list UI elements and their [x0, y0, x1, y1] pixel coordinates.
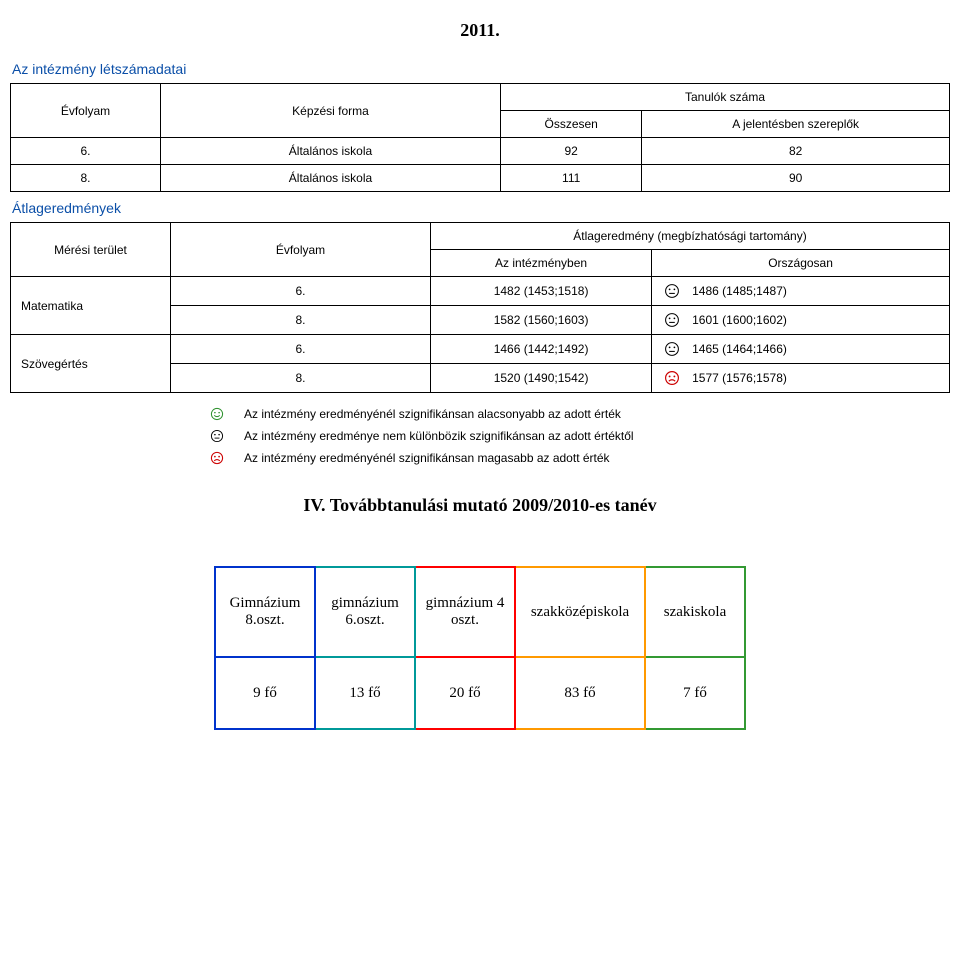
cell-inst: 1466 (1442;1492)	[431, 335, 652, 364]
legend: Az intézmény eredményénél szignifikánsan…	[10, 407, 950, 465]
cell-national-text: 1465 (1464;1466)	[692, 342, 787, 356]
cell-total: 92	[501, 138, 642, 165]
legend-text: Az intézmény eredményénél szignifikánsan…	[244, 407, 621, 421]
th-in-report: A jelentésben szereplők	[642, 111, 950, 138]
table-row: 6. Általános iskola 92 82	[11, 138, 950, 165]
legend-row-sad: Az intézmény eredményénél szignifikánsan…	[210, 451, 950, 465]
avg-section-label: Átlageredmények	[12, 200, 950, 216]
cell-in-report: 90	[642, 165, 950, 192]
cell-in-report: 82	[642, 138, 950, 165]
happy-face-icon	[210, 407, 224, 421]
col-value: 9 fő	[215, 657, 315, 729]
th-area: Mérési terület	[11, 223, 171, 277]
headcount-table: Évfolyam Képzési forma Tanulók száma Öss…	[10, 83, 950, 192]
col-value: 13 fő	[315, 657, 415, 729]
table-row: 8. Általános iskola 111 90	[11, 165, 950, 192]
continuation-table: Gimnázium 8.oszt. gimnázium 6.oszt. gimn…	[214, 566, 746, 730]
col-header: gimnázium 4 oszt.	[415, 567, 515, 657]
cell-form: Általános iskola	[161, 138, 501, 165]
table-row: Szövegértés 6. 1466 (1442;1492) 1465 (14…	[11, 335, 950, 364]
cell-grade: 8.	[171, 306, 431, 335]
cell-area: Matematika	[11, 277, 171, 335]
col-header: gimnázium 6.oszt.	[315, 567, 415, 657]
col-header: szakközépiskola	[515, 567, 645, 657]
col-value: 83 fő	[515, 657, 645, 729]
neutral-face-icon	[210, 429, 224, 443]
sad-face-icon	[210, 451, 224, 465]
th-grade2: Évfolyam	[171, 223, 431, 277]
cell-grade: 8.	[11, 165, 161, 192]
sad-face-icon	[664, 370, 680, 386]
cell-grade: 6.	[11, 138, 161, 165]
legend-row-happy: Az intézmény eredményénél szignifikánsan…	[210, 407, 950, 421]
cell-national-text: 1601 (1600;1602)	[692, 313, 787, 327]
legend-text: Az intézmény eredményénél szignifikánsan…	[244, 451, 610, 465]
col-header: szakiskola	[645, 567, 745, 657]
col-value: 20 fő	[415, 657, 515, 729]
avg-table: Mérési terület Évfolyam Átlageredmény (m…	[10, 222, 950, 393]
neutral-face-icon	[664, 341, 680, 357]
th-total: Összesen	[501, 111, 642, 138]
th-national: Országosan	[652, 250, 950, 277]
cell-total: 111	[501, 165, 642, 192]
table-row: Gimnázium 8.oszt. gimnázium 6.oszt. gimn…	[215, 567, 745, 657]
cell-inst: 1520 (1490;1542)	[431, 364, 652, 393]
cell-grade: 8.	[171, 364, 431, 393]
table-row: 9 fő 13 fő 20 fő 83 fő 7 fő	[215, 657, 745, 729]
cell-national: 1486 (1485;1487)	[652, 277, 950, 306]
cell-national: 1465 (1464;1466)	[652, 335, 950, 364]
continuation-title: IV. Továbbtanulási mutató 2009/2010-es t…	[10, 495, 950, 516]
neutral-face-icon	[664, 312, 680, 328]
col-header: Gimnázium 8.oszt.	[215, 567, 315, 657]
th-inst: Az intézményben	[431, 250, 652, 277]
cell-national-text: 1577 (1576;1578)	[692, 371, 787, 385]
cell-grade: 6.	[171, 335, 431, 364]
th-avg-range: Átlageredmény (megbízhatósági tartomány)	[431, 223, 950, 250]
cell-national: 1601 (1600;1602)	[652, 306, 950, 335]
cell-national-text: 1486 (1485;1487)	[692, 284, 787, 298]
th-students: Tanulók száma	[501, 84, 950, 111]
cell-area: Szövegértés	[11, 335, 171, 393]
headcount-section-label: Az intézmény létszámadatai	[12, 61, 950, 77]
page-year-title: 2011.	[10, 20, 950, 41]
cell-inst: 1582 (1560;1603)	[431, 306, 652, 335]
cell-inst: 1482 (1453;1518)	[431, 277, 652, 306]
cell-form: Általános iskola	[161, 165, 501, 192]
table-row: Matematika 6. 1482 (1453;1518) 1486 (148…	[11, 277, 950, 306]
th-form: Képzési forma	[161, 84, 501, 138]
legend-text: Az intézmény eredménye nem különbözik sz…	[244, 429, 634, 443]
th-grade: Évfolyam	[11, 84, 161, 138]
cell-grade: 6.	[171, 277, 431, 306]
col-value: 7 fő	[645, 657, 745, 729]
legend-row-neutral: Az intézmény eredménye nem különbözik sz…	[210, 429, 950, 443]
neutral-face-icon	[664, 283, 680, 299]
cell-national: 1577 (1576;1578)	[652, 364, 950, 393]
